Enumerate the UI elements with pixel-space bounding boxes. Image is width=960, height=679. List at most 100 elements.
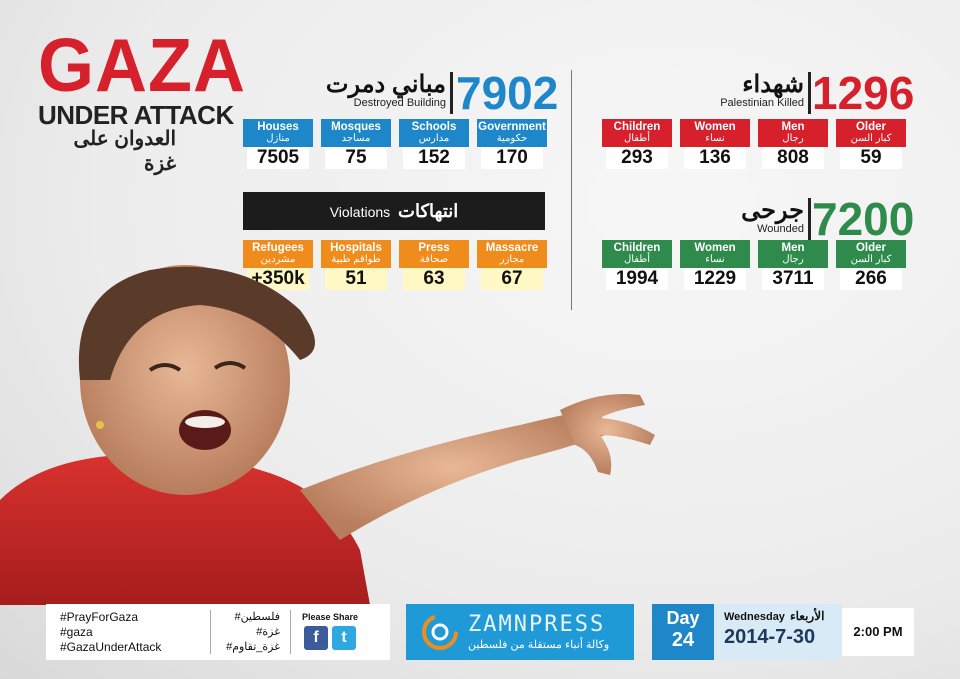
category-men: Men رجال	[758, 240, 828, 268]
killed-divider	[808, 72, 811, 114]
category-label-en: Older	[855, 121, 887, 133]
value-mosques: 75	[325, 147, 387, 169]
value-press: 63	[403, 268, 465, 290]
category-children: Children أطفال	[602, 119, 672, 147]
category-label-ar: كبار السن	[850, 254, 892, 265]
weekday-ar: الأربعاء	[790, 609, 825, 623]
category-label-en: Men	[781, 242, 805, 254]
day-label: Day	[666, 608, 700, 628]
category-label-ar: رجال	[782, 254, 804, 265]
date-value: 2014-7-30	[724, 626, 816, 648]
brand-name: ZAMNPRESS	[468, 612, 606, 637]
footer-separator	[210, 610, 211, 654]
wounded-total: 7200	[812, 193, 915, 245]
day-number: 24	[671, 629, 695, 651]
category-older: Older كبار السن	[836, 240, 906, 268]
category-mosques: Mosques مساجد	[321, 119, 391, 147]
buildings-total: 7902	[456, 67, 559, 119]
category-label-en: Press	[418, 242, 450, 254]
hashtags-ar: #فلسطين #غزة #غزة_تقاوم	[216, 610, 280, 655]
zamnpress-banner: ZAMNPRESS وكالة أنباء مستقلة من فلسطين	[406, 604, 634, 660]
category-label-ar: طواقم طبية	[331, 254, 381, 265]
hashtag: #GazaUnderAttack	[60, 640, 162, 654]
category-label-en: Children	[613, 121, 661, 133]
category-government: Government حكومية	[477, 119, 547, 147]
value-women: 1229	[684, 268, 746, 290]
violations-label-en: Violations	[329, 204, 391, 220]
category-label-ar: كبار السن	[850, 133, 892, 144]
category-houses: Houses منازل	[243, 119, 313, 147]
category-label-ar: نساء	[705, 254, 725, 265]
category-refugees: Refugees مشردين	[243, 240, 313, 268]
killed-total: 1296	[812, 67, 915, 119]
category-label-en: Refugees	[252, 242, 304, 254]
buildings-header: مباني دمرت Destroyed Building 7902	[300, 70, 558, 116]
category-label-ar: رجال	[782, 133, 804, 144]
violations-bar: Violations انتهاكات	[243, 192, 545, 230]
category-hospitals: Hospitals طواقم طبية	[321, 240, 391, 268]
value-schools: 152	[403, 147, 465, 169]
category-label-en: Older	[855, 242, 887, 254]
buildings-label-en: Destroyed Building	[353, 97, 446, 109]
category-label-en: Government	[478, 121, 546, 133]
killed-header: شهداء Palestinian Killed 1296	[680, 70, 920, 116]
killed-label-ar: شهداء	[742, 71, 804, 98]
category-older: Older كبار السن	[836, 119, 906, 147]
value-women: 136	[684, 147, 746, 169]
category-label-en: Hospitals	[330, 242, 382, 254]
value-government: 170	[481, 147, 543, 169]
category-women: Women نساء	[680, 240, 750, 268]
value-hospitals: 51	[325, 268, 387, 290]
category-label-en: Children	[613, 242, 661, 254]
category-label-ar: مساجد	[341, 133, 371, 144]
category-label-ar: مجازر	[499, 254, 525, 265]
category-men: Men رجال	[758, 119, 828, 147]
wounded-label-en: Wounded	[757, 223, 804, 235]
zamnpress-logo-icon	[422, 614, 458, 650]
category-label-ar: نساء	[705, 133, 725, 144]
buildings-label-ar: مباني دمرت	[325, 71, 446, 98]
category-massacre: Massacre مجازر	[477, 240, 547, 268]
category-label-ar: أطفال	[623, 133, 651, 144]
category-label-ar: مدارس	[418, 133, 450, 144]
value-children: 1994	[606, 268, 668, 290]
category-label-ar: حكومية	[496, 133, 528, 144]
category-label-ar: منازل	[266, 133, 290, 144]
category-label-en: Women	[694, 121, 736, 133]
value-men: 808	[762, 147, 824, 169]
share-label: Please Share	[302, 612, 359, 622]
value-children: 293	[606, 147, 668, 169]
category-label-en: Houses	[257, 121, 299, 133]
under-attack-subtitle: UNDER ATTACK	[38, 100, 234, 130]
category-label-en: Women	[694, 242, 736, 254]
violations-label-ar: انتهاكات	[398, 201, 459, 221]
twitter-icon[interactable]: t	[332, 626, 356, 650]
buildings-divider	[450, 72, 453, 114]
value-older: 59	[840, 147, 902, 169]
arabic-subtitle: العدوان على غزة	[73, 128, 176, 175]
category-press: Press صحافة	[399, 240, 469, 268]
vertical-divider	[571, 70, 572, 310]
hashtags-en: #PrayForGaza #gaza #GazaUnderAttack	[60, 610, 210, 655]
value-men: 3711	[762, 268, 824, 290]
hashtag-ar: #غزة	[256, 626, 280, 638]
killed-label-en: Palestinian Killed	[720, 97, 804, 109]
crying-child-photo	[0, 265, 655, 605]
hashtag-ar: #فلسطين	[234, 611, 280, 623]
category-label-ar: مشردين	[260, 254, 296, 265]
time-panel: 2:00 PM	[842, 608, 914, 656]
value-older: 266	[840, 268, 902, 290]
hashtag-ar: #غزة_تقاوم	[226, 641, 280, 653]
category-women: Women نساء	[680, 119, 750, 147]
value-massacre: 67	[481, 268, 543, 290]
wounded-divider	[808, 198, 811, 240]
date-panel: Wednesday الأربعاء 2014-7-30	[714, 604, 842, 660]
wounded-label-ar: جرحى	[741, 197, 804, 224]
category-schools: Schools مدارس	[399, 119, 469, 147]
category-label-en: Massacre	[485, 242, 539, 254]
brand-tagline: وكالة أنباء مستقلة من فلسطين	[468, 639, 610, 651]
category-label-en: Men	[781, 121, 805, 133]
category-children: Children أطفال	[602, 240, 672, 268]
category-label-ar: صحافة	[419, 254, 449, 265]
facebook-icon[interactable]: f	[304, 626, 328, 650]
